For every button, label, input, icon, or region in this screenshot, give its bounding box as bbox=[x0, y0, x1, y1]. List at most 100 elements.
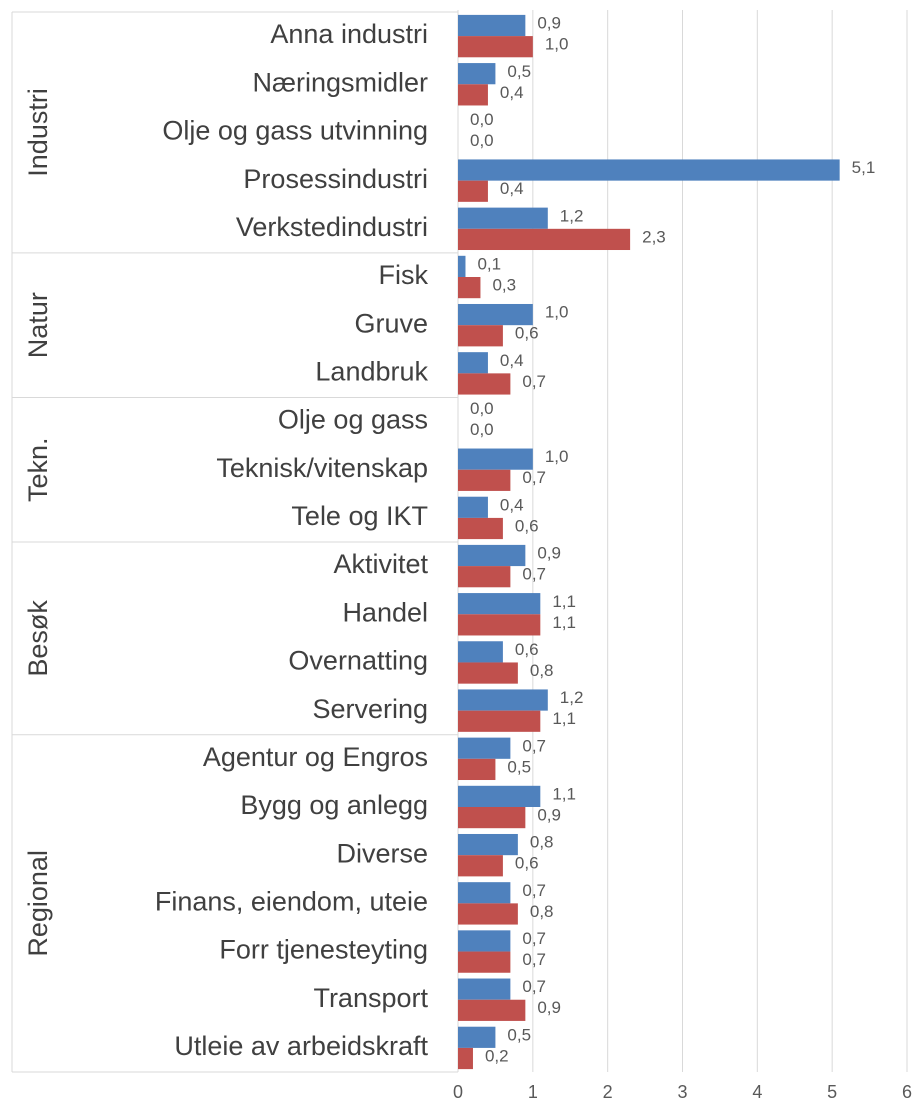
x-tick-label: 5 bbox=[827, 1082, 837, 1102]
value-label: 0,7 bbox=[522, 736, 546, 755]
value-label: 1,1 bbox=[552, 592, 576, 611]
x-tick-label: 3 bbox=[677, 1082, 687, 1102]
bar bbox=[458, 517, 503, 540]
value-label: 0,3 bbox=[492, 275, 516, 294]
bar bbox=[458, 662, 518, 684]
bar bbox=[458, 785, 541, 807]
bar bbox=[458, 930, 511, 952]
value-label: 0,8 bbox=[530, 661, 554, 680]
bar bbox=[458, 448, 533, 470]
category-label: Gruve bbox=[354, 308, 428, 338]
bar bbox=[458, 593, 541, 615]
bar bbox=[458, 84, 488, 106]
category-label: Agentur og Engros bbox=[203, 742, 428, 772]
group-label: Regional bbox=[23, 850, 53, 957]
bar bbox=[458, 951, 511, 973]
bar bbox=[458, 469, 511, 491]
value-label: 5,1 bbox=[852, 158, 876, 177]
bar bbox=[458, 277, 481, 299]
bar bbox=[458, 303, 533, 326]
bar bbox=[458, 207, 548, 229]
bar bbox=[458, 496, 488, 518]
value-label: 0,7 bbox=[522, 977, 546, 996]
value-label: 0,0 bbox=[470, 420, 494, 439]
value-label: 1,0 bbox=[545, 303, 569, 322]
value-label: 0,4 bbox=[500, 351, 524, 370]
category-label: Teknisk/vitenskap bbox=[216, 453, 428, 483]
value-label: 0,5 bbox=[507, 62, 531, 81]
bar bbox=[458, 807, 526, 829]
value-label: 1,1 bbox=[552, 613, 576, 632]
value-label: 0,7 bbox=[522, 468, 546, 487]
category-label: Prosessindustri bbox=[243, 164, 428, 194]
value-label: 0,6 bbox=[515, 516, 539, 535]
value-label: 0,5 bbox=[507, 1025, 531, 1044]
value-label: 1,2 bbox=[560, 688, 584, 707]
bar bbox=[458, 14, 526, 37]
category-label: Olje og gass utvinning bbox=[162, 116, 428, 146]
value-label: 0,0 bbox=[470, 399, 494, 418]
bar bbox=[458, 614, 541, 636]
value-label: 0,8 bbox=[530, 833, 554, 852]
group-label: Besøk bbox=[23, 600, 53, 677]
category-label: Transport bbox=[313, 983, 428, 1013]
value-label: 1,1 bbox=[552, 784, 576, 803]
value-label: 0,0 bbox=[470, 110, 494, 129]
bar bbox=[458, 36, 533, 58]
x-tick-label: 0 bbox=[453, 1082, 463, 1102]
bar bbox=[458, 737, 511, 759]
bar bbox=[458, 978, 511, 1000]
bar bbox=[458, 544, 526, 567]
value-label: 0,4 bbox=[500, 179, 524, 198]
value-label: 0,6 bbox=[515, 854, 539, 873]
bar bbox=[458, 63, 496, 85]
category-label: Overnatting bbox=[288, 646, 428, 676]
category-label: Fisk bbox=[379, 260, 429, 290]
bar bbox=[458, 641, 503, 663]
bar bbox=[458, 255, 466, 277]
category-label: Aktivitet bbox=[333, 549, 428, 579]
value-label: 0,5 bbox=[507, 757, 531, 776]
category-label: Verkstedindustri bbox=[236, 212, 428, 242]
bar bbox=[458, 855, 503, 877]
bar bbox=[458, 325, 503, 347]
category-label: Finans, eiendom, uteie bbox=[155, 886, 428, 916]
category-label: Forr tjenesteyting bbox=[219, 935, 428, 965]
value-label: 0,7 bbox=[522, 565, 546, 584]
x-tick-label: 2 bbox=[603, 1082, 613, 1102]
category-label: Handel bbox=[342, 597, 428, 627]
category-label: Servering bbox=[312, 694, 428, 724]
category-label: Utleie av arbeidskraft bbox=[174, 1031, 428, 1061]
value-label: 2,3 bbox=[642, 227, 666, 246]
bar bbox=[458, 228, 631, 251]
value-label: 1,0 bbox=[545, 35, 569, 54]
category-label: Tele og IKT bbox=[291, 501, 428, 531]
bar bbox=[458, 180, 488, 202]
value-label: 1,0 bbox=[545, 447, 569, 466]
group-label: Industri bbox=[23, 88, 53, 177]
bar bbox=[458, 352, 488, 374]
value-label: 0,7 bbox=[522, 950, 546, 969]
category-label: Landbruk bbox=[315, 356, 428, 386]
value-label: 0,4 bbox=[500, 83, 524, 102]
bar bbox=[458, 758, 496, 781]
value-label: 0,2 bbox=[485, 1046, 509, 1065]
category-label: Diverse bbox=[336, 838, 428, 868]
x-tick-label: 6 bbox=[902, 1082, 912, 1102]
value-label: 0,8 bbox=[530, 902, 554, 921]
value-label: 0,1 bbox=[477, 254, 501, 273]
bar bbox=[458, 833, 518, 856]
category-label: Olje og gass bbox=[278, 405, 428, 435]
bar bbox=[458, 373, 511, 395]
bar bbox=[458, 566, 511, 588]
value-label: 0,4 bbox=[500, 495, 524, 514]
value-label: 0,7 bbox=[522, 881, 546, 900]
category-label: Anna industri bbox=[270, 19, 428, 49]
bar bbox=[458, 999, 526, 1021]
value-label: 1,1 bbox=[552, 709, 576, 728]
category-label: Næringsmidler bbox=[252, 67, 428, 97]
x-tick-label: 1 bbox=[528, 1082, 538, 1102]
category-label: Bygg og anlegg bbox=[240, 790, 428, 820]
value-label: 1,2 bbox=[560, 206, 584, 225]
